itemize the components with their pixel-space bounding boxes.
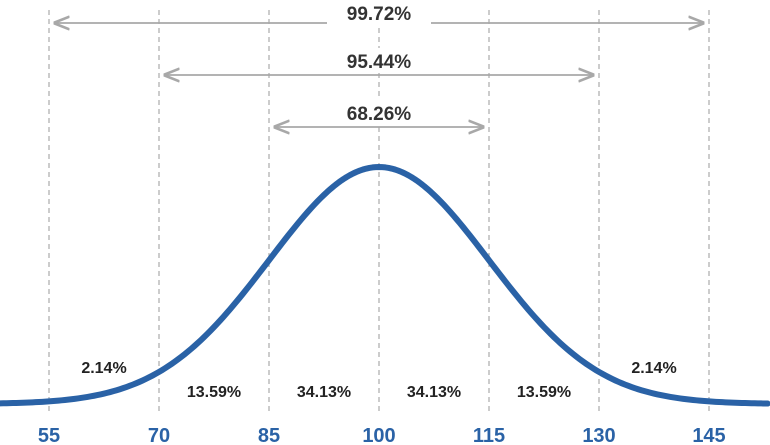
curve-area (0, 164, 770, 407)
x-axis-ticks: 55 70 85 100 115 130 145 (38, 425, 726, 445)
region-label-5: 13.59% (517, 384, 571, 401)
bell-curve (0, 164, 770, 407)
range-arrows: 68.26% 95.44% 99.72% (55, 0, 703, 127)
region-label-6: 2.14% (631, 360, 676, 377)
x-tick-label-85: 85 (258, 425, 280, 445)
x-tick-label-130: 130 (582, 425, 615, 445)
x-tick-label-145: 145 (692, 425, 725, 445)
range-label-3: 99.72% (347, 4, 412, 25)
x-tick-label-55: 55 (38, 425, 60, 445)
region-labels: 2.14% 13.59% 34.13% 34.13% 13.59% 2.14% (81, 360, 676, 401)
range-label-2: 95.44% (347, 52, 412, 73)
x-tick-label-115: 115 (473, 425, 505, 445)
x-tick-label-100: 100 (362, 425, 395, 445)
region-label-4: 34.13% (407, 384, 461, 401)
region-label-2: 13.59% (187, 384, 241, 401)
range-label-1: 68.26% (347, 104, 412, 125)
range-label-backdrop (327, 100, 431, 124)
region-label-3: 34.13% (297, 384, 351, 401)
x-tick-label-70: 70 (148, 425, 170, 445)
range-label-backdrop (327, 48, 431, 72)
region-label-1: 2.14% (81, 360, 126, 377)
range-label-backdrop (327, 0, 431, 24)
